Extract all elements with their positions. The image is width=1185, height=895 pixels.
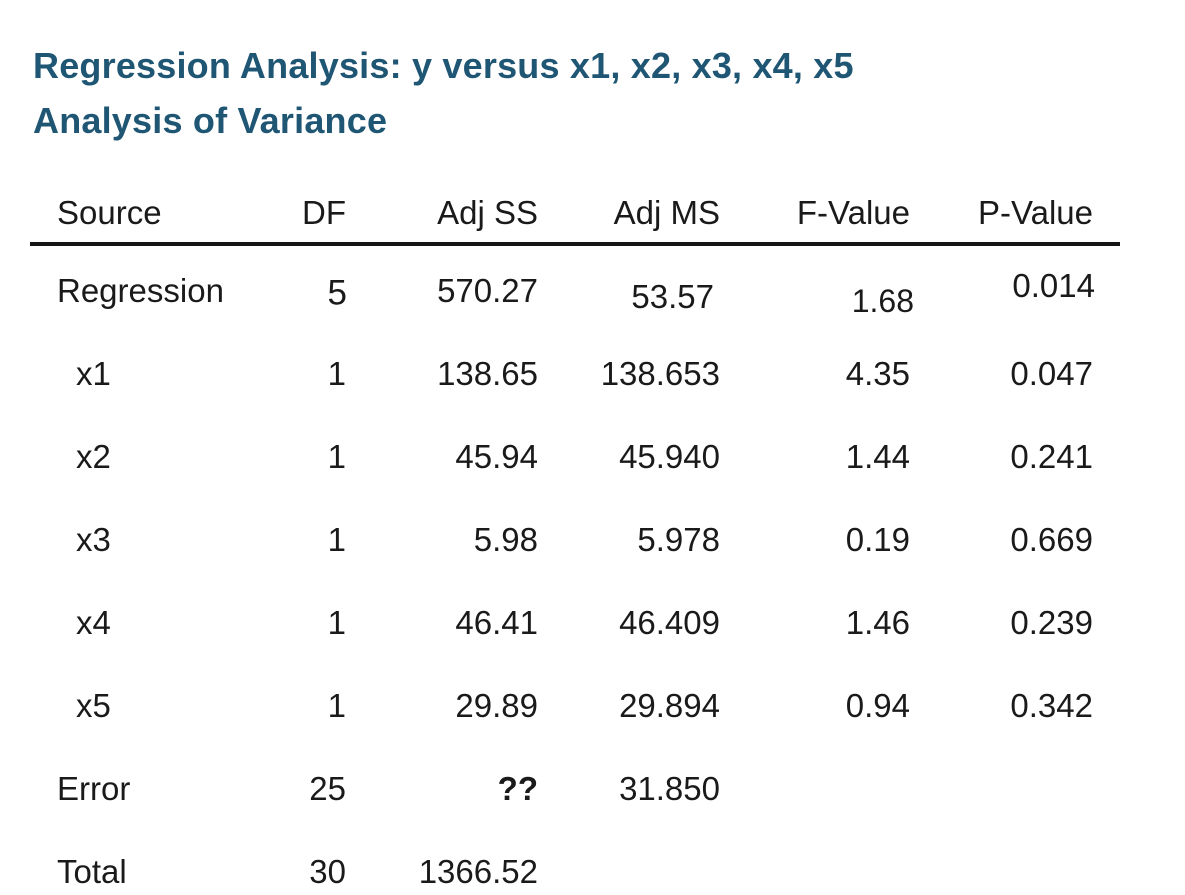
col-header-f-value: F-Value (720, 180, 910, 246)
adj-ss-cell: 570.27 (437, 271, 538, 309)
p-value-cell: 0.669 (1010, 520, 1093, 558)
p-value-cell: 0.241 (1010, 437, 1093, 475)
table-row-x4: x4 1 46.41 46.409 1.46 0.239 (30, 578, 1120, 661)
table-row-x1: x1 1 138.65 138.653 4.35 0.047 (30, 329, 1120, 412)
p-value-cell (910, 827, 1120, 895)
adj-ss-cell: 46.41 (455, 603, 538, 641)
adj-ss-cell-unknown: ?? (497, 769, 538, 807)
adj-ss-cell: 138.65 (437, 354, 538, 392)
df-cell: 1 (327, 686, 346, 724)
anova-table: Source DF Adj SS Adj MS F-Value P-Value … (30, 180, 1120, 895)
col-header-df: DF (260, 180, 346, 246)
table-row-regression: Regression 5 570.27 53.57 1.68 0.014 (30, 244, 1120, 329)
section-title: Analysis of Variance (33, 100, 388, 141)
source-cell: x1 (76, 354, 111, 392)
adj-ms-value: 53.57 (631, 277, 714, 315)
table-row-x5: x5 1 29.89 29.894 0.94 0.342 (30, 661, 1120, 744)
source-cell: Error (57, 769, 131, 807)
header-row: Source DF Adj SS Adj MS F-Value P-Value (30, 180, 1120, 246)
adj-ms-cell: 46.409 (619, 603, 720, 641)
report-title: Regression Analysis: y versus x1, x2, x3… (33, 45, 854, 86)
adj-ms-cell: 138.653 (600, 354, 720, 392)
table-row-x3: x3 1 5.98 5.978 0.19 0.669 (30, 495, 1120, 578)
table-row-x2: x2 1 45.94 45.940 1.44 0.241 (30, 412, 1120, 495)
df-cell: 30 (309, 852, 346, 890)
adj-ms-cell: 5.978 (637, 520, 720, 558)
p-value: 0.014 (1012, 266, 1095, 304)
adj-ss-cell: 5.98 (473, 520, 538, 558)
adj-ms-cell (538, 827, 720, 895)
col-header-adj-ms: Adj MS (538, 180, 720, 246)
f-value-cell: 0.19 (845, 520, 910, 558)
f-value: 1.68 (851, 282, 914, 319)
adj-ms-cell: 29.894 (619, 686, 720, 724)
p-value-cell: 0.239 (1010, 603, 1093, 641)
adj-ms-cell: 53.57 (538, 244, 720, 329)
df-cell: 5 (260, 244, 346, 329)
df-cell: 1 (327, 354, 346, 392)
p-value-cell (910, 744, 1120, 827)
f-value-cell (720, 827, 910, 895)
source-cell: x2 (76, 437, 111, 475)
f-value-cell: 1.46 (845, 603, 910, 641)
source-cell: Total (57, 852, 127, 890)
adj-ss-cell: 29.89 (455, 686, 538, 724)
f-value-cell: 0.94 (845, 686, 910, 724)
col-header-p-value: P-Value (910, 180, 1120, 246)
df-cell: 1 (327, 520, 346, 558)
f-value-cell (720, 744, 910, 827)
report-header: Regression Analysis: y versus x1, x2, x3… (0, 0, 1185, 148)
df-cell: 25 (309, 769, 346, 807)
f-value-cell: 1.68 (720, 244, 914, 329)
df-cell: 1 (327, 603, 346, 641)
adj-ss-cell: 1366.52 (418, 852, 538, 890)
table-row-total: Total 30 1366.52 (30, 827, 1120, 895)
p-value-cell: 0.014 (910, 244, 1120, 329)
f-value-cell: 4.35 (845, 354, 910, 392)
df-value: 5 (327, 272, 347, 312)
adj-ss-cell: 45.94 (455, 437, 538, 475)
source-cell: Regression (57, 271, 224, 309)
col-header-source: Source (30, 180, 260, 246)
f-value-cell: 1.44 (845, 437, 910, 475)
adj-ms-cell: 31.850 (619, 769, 720, 807)
p-value-cell: 0.342 (1010, 686, 1093, 724)
source-cell: x5 (76, 686, 111, 724)
df-cell: 1 (327, 437, 346, 475)
p-value-cell: 0.047 (1010, 354, 1093, 392)
adj-ms-cell: 45.940 (619, 437, 720, 475)
source-cell: x4 (76, 603, 111, 641)
source-cell: x3 (76, 520, 111, 558)
table-row-error: Error 25 ?? 31.850 (30, 744, 1120, 827)
col-header-adj-ss: Adj SS (346, 180, 538, 246)
